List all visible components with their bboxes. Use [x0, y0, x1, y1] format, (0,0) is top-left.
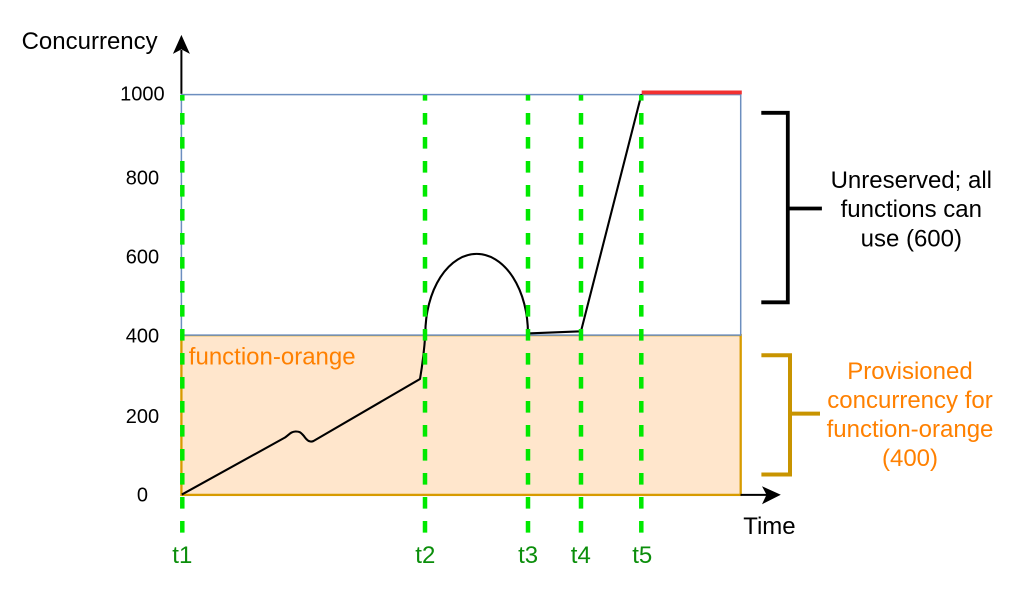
- svg-text:functions can: functions can: [841, 196, 982, 223]
- svg-text:1000: 1000: [120, 84, 165, 106]
- svg-text:t2: t2: [415, 542, 435, 569]
- svg-text:t5: t5: [632, 542, 652, 569]
- svg-text:Unreserved; all: Unreserved; all: [831, 167, 992, 194]
- svg-text:t1: t1: [172, 542, 192, 569]
- svg-text:400: 400: [126, 326, 159, 348]
- svg-text:600: 600: [126, 247, 159, 269]
- svg-text:t3: t3: [518, 542, 538, 569]
- svg-text:use (600): use (600): [861, 225, 962, 252]
- svg-text:concurrency for: concurrency for: [827, 387, 992, 414]
- svg-text:800: 800: [126, 168, 159, 190]
- svg-text:function-orange: function-orange: [827, 416, 994, 443]
- svg-text:200: 200: [126, 406, 159, 428]
- svg-text:function-orange: function-orange: [189, 343, 356, 370]
- svg-text:Time: Time: [743, 513, 795, 540]
- svg-text:Concurrency: Concurrency: [22, 28, 158, 55]
- svg-text:0: 0: [137, 485, 148, 507]
- svg-text:t4: t4: [571, 542, 591, 569]
- svg-text:(400): (400): [882, 445, 938, 472]
- svg-text:Provisioned: Provisioned: [847, 358, 972, 385]
